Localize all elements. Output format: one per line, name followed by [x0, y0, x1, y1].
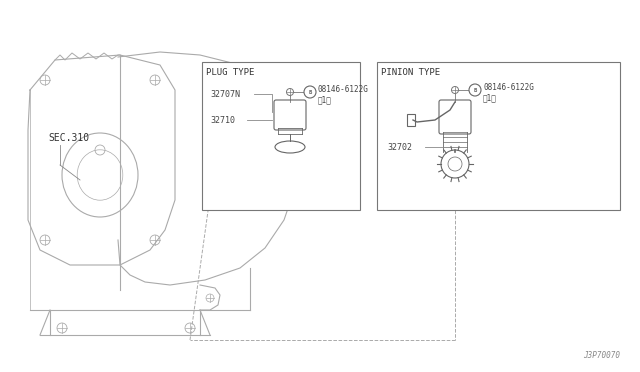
Bar [407, 114, 415, 126]
Text: 32707N: 32707N [210, 90, 240, 99]
Text: SEC.310: SEC.310 [48, 133, 89, 143]
Text: 32710: 32710 [210, 115, 235, 125]
Bar [377, 62, 620, 210]
Text: 08146-6122G: 08146-6122G [318, 84, 369, 93]
Text: B: B [308, 90, 312, 94]
Text: （1）: （1） [318, 96, 332, 105]
Bar [202, 62, 360, 210]
Text: PLUG TYPE: PLUG TYPE [206, 67, 254, 77]
Circle shape [469, 84, 481, 96]
Text: B: B [474, 87, 477, 93]
Text: J3P70070: J3P70070 [583, 351, 620, 360]
Text: （1）: （1） [483, 93, 497, 103]
Text: 08146-6122G: 08146-6122G [483, 83, 534, 92]
Text: 32702: 32702 [387, 142, 412, 151]
Text: PINION TYPE: PINION TYPE [381, 67, 440, 77]
Circle shape [304, 86, 316, 98]
